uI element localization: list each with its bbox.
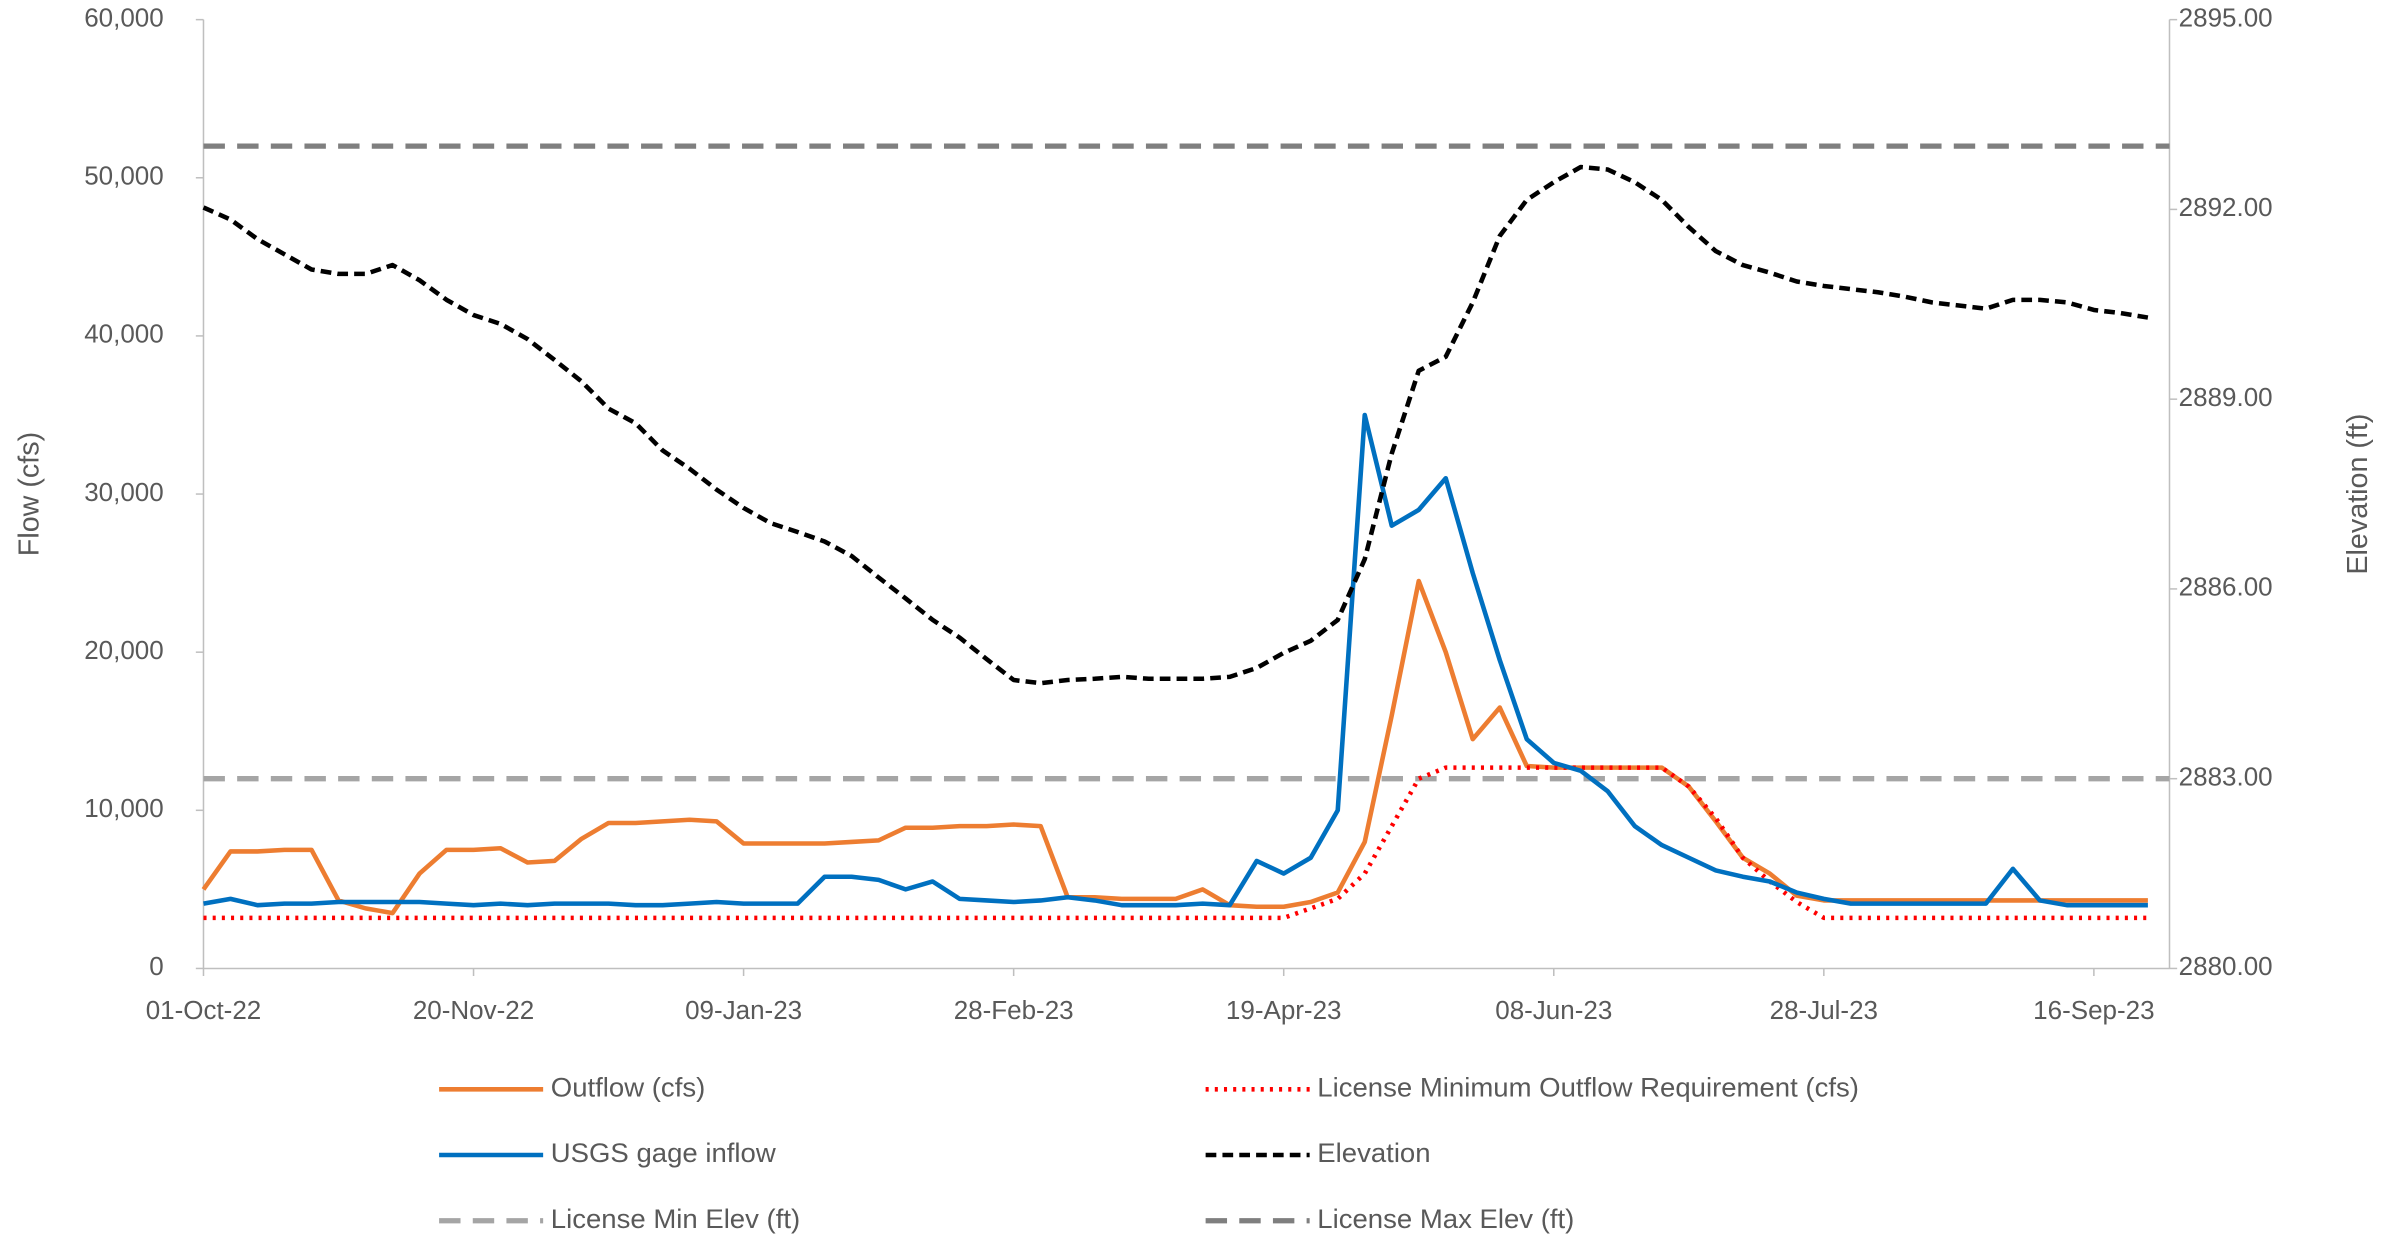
y-tick-label: 60,000: [84, 5, 163, 33]
y2-tick-label: 2889.00: [2179, 384, 2273, 412]
x-tick-label: 08-Jun-23: [1495, 997, 1612, 1025]
series-line: [203, 412, 2148, 908]
legend-label: License Minimum Outflow Requirement (cfs…: [1317, 1072, 1859, 1103]
x-tick-label: 28-Feb-23: [954, 997, 1074, 1025]
legend-label: Elevation: [1317, 1137, 1430, 1168]
y2-tick-label: 2895.00: [2179, 5, 2273, 33]
x-tick-label: 20-Nov-22: [413, 997, 534, 1025]
y-axis-label: Flow (cfs): [13, 432, 45, 556]
x-tick-label: 28-Jul-23: [1770, 997, 1878, 1025]
y2-axis-label: Elevation (ft): [2342, 414, 2374, 575]
y-tick-label: 50,000: [84, 163, 163, 191]
series-line: [201, 578, 2148, 916]
y2-tick-label: 2880.00: [2179, 953, 2273, 981]
x-tick-label: 16-Sep-23: [2033, 997, 2154, 1025]
legend-label: License Max Elev (ft): [1317, 1203, 1574, 1234]
legend-label: USGS gage inflow: [551, 1137, 776, 1168]
y-tick-label: 30,000: [84, 479, 163, 507]
y-tick-label: 40,000: [84, 321, 163, 349]
series-line: [203, 765, 2148, 921]
legend-label: Outflow (cfs): [551, 1072, 706, 1103]
y2-tick-label: 2892.00: [2179, 194, 2273, 222]
legend-label: License Min Elev (ft): [551, 1203, 800, 1234]
series-line: [202, 164, 2149, 686]
y-tick-label: 0: [149, 953, 163, 981]
y-tick-label: 20,000: [84, 637, 163, 665]
y2-tick-label: 2886.00: [2179, 574, 2273, 602]
x-tick-label: 01-Oct-22: [146, 997, 262, 1025]
y-tick-label: 10,000: [84, 795, 163, 823]
y2-tick-label: 2883.00: [2179, 764, 2273, 792]
x-tick-label: 09-Jan-23: [685, 997, 802, 1025]
x-tick-label: 19-Apr-23: [1226, 997, 1342, 1025]
